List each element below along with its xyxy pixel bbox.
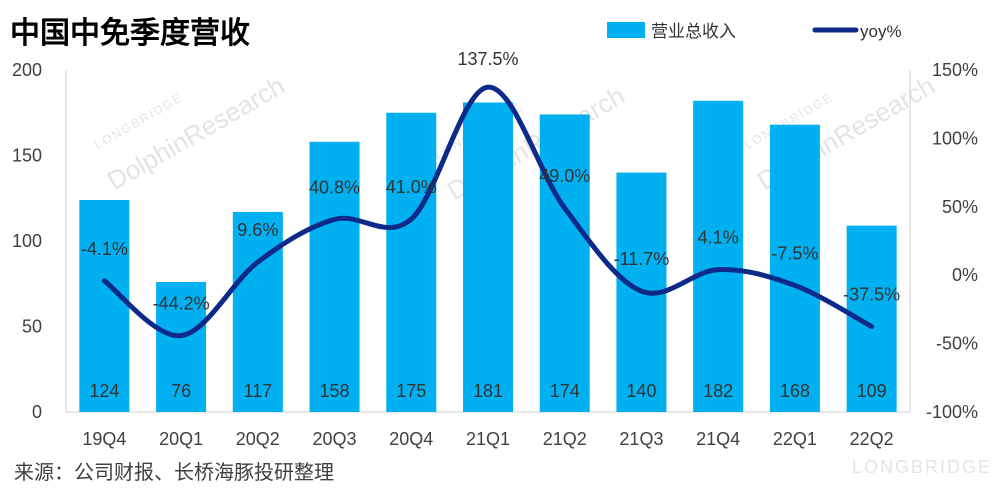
x-tick-label: 20Q1: [159, 429, 203, 449]
bar-revenue: [463, 102, 513, 413]
x-tick-label: 21Q2: [543, 429, 587, 449]
bar-revenue: [156, 282, 207, 412]
bar-data-label: 175: [396, 381, 426, 401]
legend-label-yoy: yoy%: [860, 22, 902, 41]
line-yoy: [101, 84, 875, 339]
line-data-label: 40.8%: [309, 177, 360, 197]
chart-title: 中国中免季度营收: [10, 16, 250, 51]
line-data-label: 41.0%: [386, 177, 437, 197]
bar-revenue: [232, 211, 283, 412]
bar-data-label: 174: [550, 381, 580, 401]
y-right-tick-label: 0%: [952, 265, 978, 285]
bar-data-label: 182: [703, 381, 733, 401]
line-data-label: 137.5%: [457, 49, 518, 69]
line-data-label: -44.2%: [153, 294, 210, 314]
line-data-label: 49.0%: [539, 166, 590, 186]
bar-revenue: [79, 199, 130, 412]
x-tick-label: 20Q3: [313, 429, 357, 449]
x-tick-label: 21Q3: [619, 429, 663, 449]
x-tick-label: 21Q4: [696, 429, 740, 449]
bar-data-label: 181: [473, 381, 503, 401]
bar-data-label: 158: [320, 381, 350, 401]
bar-revenue: [386, 112, 437, 412]
line-data-label: -11.7%: [614, 249, 670, 269]
x-tick-label: 21Q1: [466, 429, 510, 449]
bar-revenue: [309, 141, 360, 412]
y-right-tick-label: -100%: [926, 402, 978, 422]
source-note: 来源：公司财报、长桥海豚投研整理: [14, 460, 334, 484]
line-data-label: -4.1%: [81, 239, 128, 259]
bar-data-label: 109: [857, 381, 887, 401]
x-tick-label: 22Q2: [850, 429, 894, 449]
line-data-label: -37.5%: [843, 285, 900, 305]
line-data-label: 9.6%: [237, 220, 278, 240]
x-tick-label: 19Q4: [82, 429, 126, 449]
y-left-tick-label: 200: [12, 60, 42, 80]
x-tick-label: 22Q1: [773, 429, 817, 449]
line-data-label: 4.1%: [698, 228, 739, 248]
y-right-tick-label: -50%: [936, 334, 978, 354]
bar-data-label: 76: [171, 381, 191, 401]
bar-revenue: [539, 114, 590, 413]
bar-data-label: 124: [89, 381, 119, 401]
y-right-tick-label: 150%: [932, 60, 978, 80]
x-tick-label: 20Q4: [389, 429, 433, 449]
y-left-tick-label: 0: [32, 402, 42, 422]
bar-revenue: [769, 124, 820, 412]
y-left-tick-label: 100: [12, 231, 42, 251]
legend-label-revenue: 营业总收入: [651, 22, 736, 41]
y-left-tick-label: 50: [22, 317, 42, 337]
y-right-tick-label: 50%: [942, 197, 978, 217]
bar-revenue: [693, 100, 744, 412]
bar-data-label: 117: [243, 381, 272, 401]
bar-data-label: 168: [780, 381, 810, 401]
y-left-tick-label: 150: [12, 146, 42, 166]
y-right-tick-label: 100%: [932, 128, 978, 148]
x-tick-label: 20Q2: [236, 429, 280, 449]
bar-data-label: 140: [626, 381, 656, 401]
line-data-label: -7.5%: [771, 243, 818, 263]
legend-swatch-revenue: [607, 22, 645, 38]
